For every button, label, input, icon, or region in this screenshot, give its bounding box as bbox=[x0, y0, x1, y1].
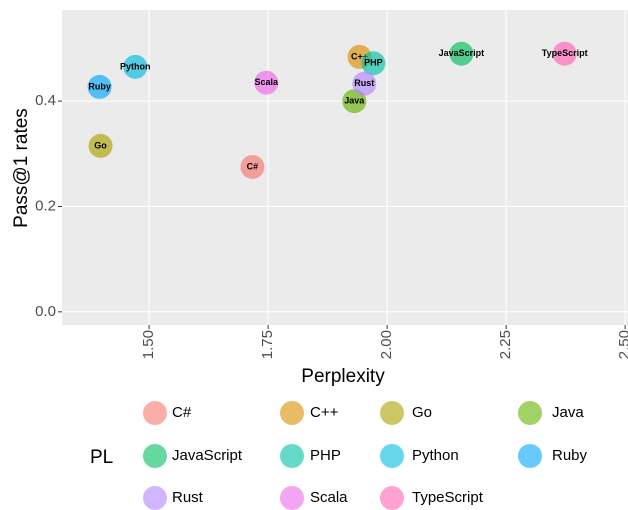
legend-key bbox=[280, 401, 304, 425]
legend-label: Rust bbox=[172, 489, 204, 506]
point-label: TypeScript bbox=[542, 48, 588, 58]
points: C# C++ Go Java JavaScript PHP Python Ruby Rust Sc… bbox=[87, 41, 588, 179]
point-label: Rust bbox=[354, 78, 374, 88]
legend: C# C++ Go Java JavaScript PHP Python Ruby Rust Sc… bbox=[143, 401, 588, 510]
legend-label: Java bbox=[552, 404, 584, 421]
point bbox=[254, 70, 279, 95]
point-label: Ruby bbox=[88, 81, 111, 91]
point bbox=[552, 41, 577, 66]
point-label: JavaScript bbox=[439, 48, 485, 58]
x-tick-label: 2.50 bbox=[616, 330, 628, 359]
point-label: PHP bbox=[364, 58, 383, 68]
y-tick-label: 0.2 bbox=[35, 197, 56, 214]
legend-label: Scala bbox=[310, 489, 348, 506]
point-label: Scala bbox=[254, 77, 279, 87]
legend-key bbox=[143, 444, 167, 468]
point bbox=[449, 41, 474, 66]
legend-key bbox=[380, 444, 404, 468]
legend-label: C# bbox=[172, 404, 192, 421]
legend-label: Ruby bbox=[552, 447, 588, 464]
point bbox=[240, 154, 265, 179]
legend-key bbox=[280, 486, 304, 510]
legend-label: TypeScript bbox=[412, 489, 484, 506]
legend-key bbox=[518, 401, 542, 425]
legend-key bbox=[280, 444, 304, 468]
legend-key bbox=[380, 486, 404, 510]
y-axis-title: Pass@1 rates bbox=[11, 108, 32, 228]
x-tick-label: 1.75 bbox=[259, 330, 276, 359]
panel bbox=[62, 10, 628, 325]
point-label: C++ bbox=[351, 51, 368, 61]
point-label: Python bbox=[120, 61, 151, 71]
legend-key bbox=[143, 486, 167, 510]
legend-key bbox=[380, 401, 404, 425]
x-tick-label: 2.00 bbox=[378, 330, 395, 359]
point bbox=[123, 54, 148, 79]
point bbox=[87, 74, 112, 99]
legend-label: PHP bbox=[310, 447, 341, 464]
point bbox=[361, 51, 386, 76]
legend-title: PL bbox=[90, 447, 113, 468]
y-tick-label: 0.4 bbox=[35, 92, 56, 109]
legend-label: Go bbox=[412, 404, 432, 421]
legend-key bbox=[143, 401, 167, 425]
point-label: Go bbox=[94, 140, 107, 150]
legend-label: Python bbox=[412, 447, 459, 464]
legend-label: JavaScript bbox=[172, 447, 243, 464]
point bbox=[88, 133, 113, 158]
x-axis-title: Perplexity bbox=[301, 366, 385, 387]
grid bbox=[62, 10, 628, 325]
y-tick-label: 0.0 bbox=[35, 303, 56, 320]
x-tick-label: 2.25 bbox=[497, 330, 514, 359]
point-label: Java bbox=[344, 96, 365, 106]
legend-label: C++ bbox=[310, 404, 339, 421]
point bbox=[352, 71, 377, 96]
point-label: C# bbox=[247, 161, 259, 171]
x-tick-label: 1.50 bbox=[140, 330, 157, 359]
legend-key bbox=[518, 444, 542, 468]
point bbox=[342, 89, 367, 114]
